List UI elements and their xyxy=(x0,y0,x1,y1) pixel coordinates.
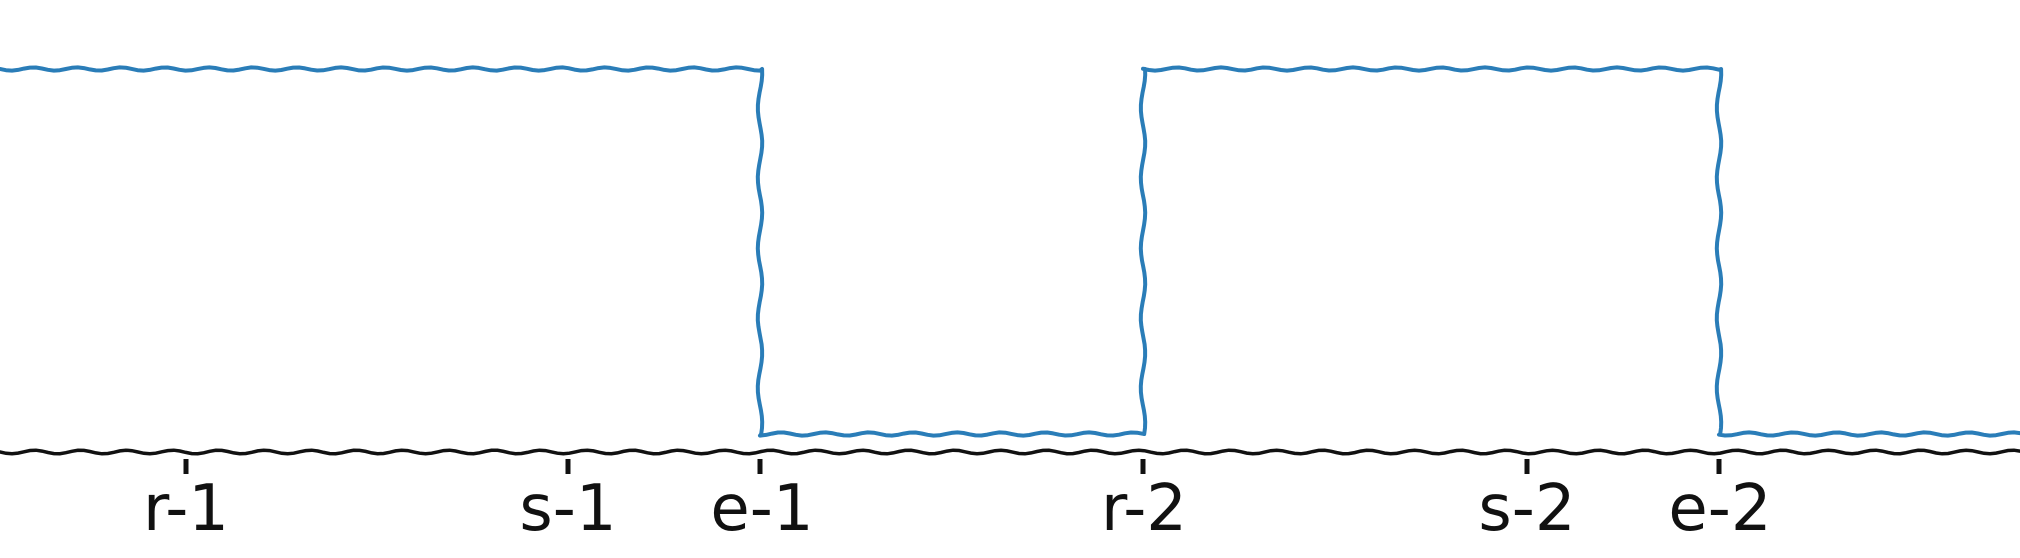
tick-label-r-2: r-2 xyxy=(1101,472,1187,546)
signal-waveform xyxy=(0,65,2020,438)
tick-label-s-2: s-2 xyxy=(1478,472,1575,546)
time-axis xyxy=(0,448,2020,456)
tick-label-e-2: e-2 xyxy=(1668,472,1771,546)
tick-marks xyxy=(183,459,1722,474)
tick-label-s-1: s-1 xyxy=(519,472,616,546)
tick-label-e-1: e-1 xyxy=(710,472,813,546)
tick-label-r-1: r-1 xyxy=(143,472,229,546)
